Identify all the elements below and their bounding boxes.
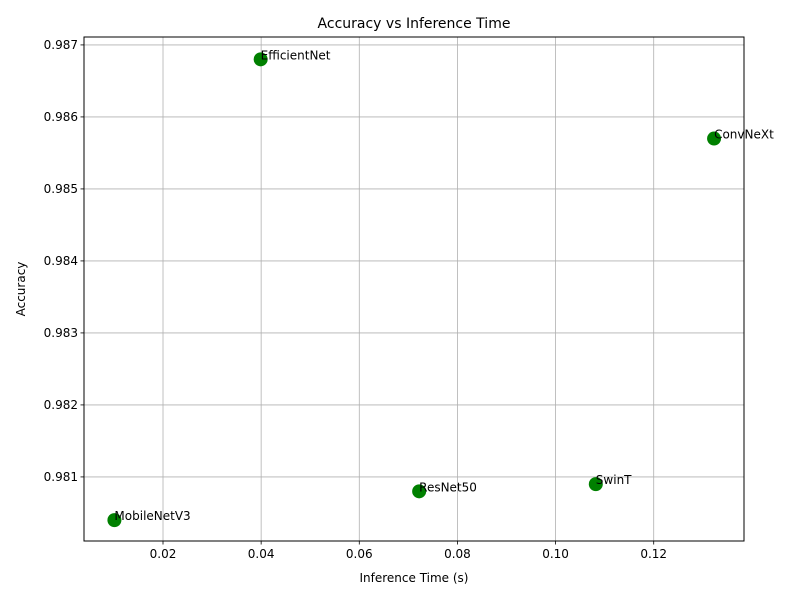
y-axis-ticks: 0.981 0.982 0.983 0.984 0.985 0.986 0.987 [44,38,84,484]
point-labels: EfficientNetConvNeXtSwinTResNet50MobileN… [114,48,774,523]
x-axis-ticks: 0.02 0.04 0.06 0.08 0.10 0.12 [150,541,667,561]
chart-title: Accuracy vs Inference Time [318,16,511,32]
data-point-label: EfficientNet [261,48,331,62]
x-tick-label: 0.04 [248,547,275,561]
x-tick-label: 0.10 [542,547,569,561]
data-point [588,477,603,492]
y-tick-label: 0.984 [44,254,78,268]
y-tick-label: 0.986 [44,110,78,124]
y-axis-label: Accuracy [14,262,28,317]
grid-lines [84,37,744,541]
y-tick-label: 0.987 [44,38,78,52]
x-tick-label: 0.12 [640,547,667,561]
data-point [412,484,427,499]
data-point [253,52,268,67]
x-axis-label: Inference Time (s) [359,571,468,585]
x-tick-label: 0.02 [150,547,177,561]
y-tick-label: 0.983 [44,326,78,340]
y-tick-label: 0.981 [44,470,78,484]
plot-frame [83,36,745,542]
data-point-label: SwinT [596,473,632,487]
y-tick-label: 0.985 [44,182,78,196]
data-point-label: MobileNetV3 [114,509,190,523]
data-points [107,52,722,528]
data-point [707,131,722,146]
data-point-label: ResNet50 [419,480,477,494]
data-point [107,513,122,528]
x-tick-label: 0.06 [346,547,373,561]
x-tick-label: 0.08 [444,547,471,561]
y-tick-label: 0.982 [44,398,78,412]
